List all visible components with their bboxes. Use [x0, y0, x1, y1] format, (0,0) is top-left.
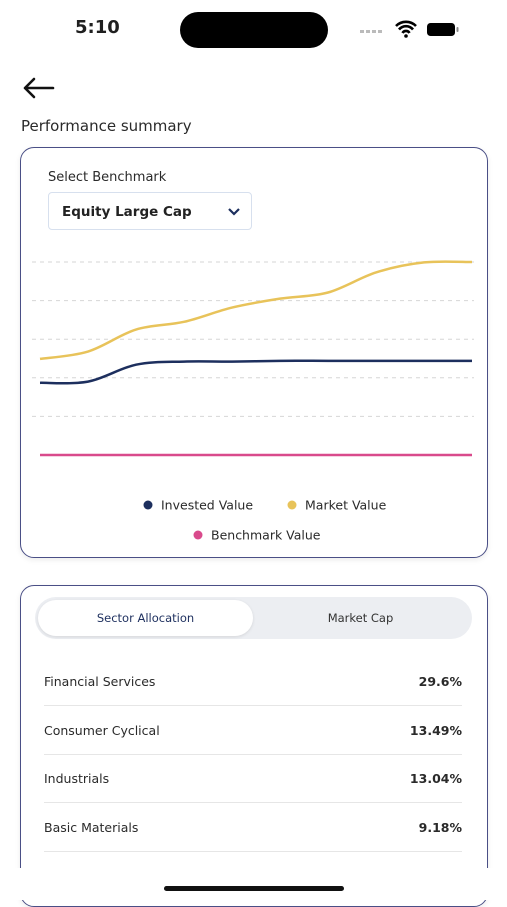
sector-name: Basic Materials — [44, 819, 139, 835]
sector-value: 13.04% — [409, 771, 462, 786]
status-time: 5:10 — [75, 17, 120, 38]
row-divider — [44, 802, 462, 803]
row-divider — [44, 850, 462, 852]
chevron — [228, 208, 240, 216]
status-icons — [360, 20, 459, 38]
dropdown-value: Equity Large Cap — [62, 204, 192, 220]
legend-label: Market Value — [305, 498, 387, 513]
series-line — [39, 359, 472, 385]
legend-label: Invested Value — [161, 498, 253, 513]
tab-active[interactable] — [38, 600, 253, 636]
series-line — [39, 260, 473, 361]
chart-card — [20, 147, 488, 558]
bottom-bar — [0, 868, 507, 900]
sector-value: 13.49% — [409, 722, 462, 738]
legend-marker — [143, 500, 153, 510]
row-divider — [44, 753, 462, 755]
table-row: Basic Materials 9.18% — [44, 794, 462, 852]
sector-value: 9.18% — [418, 819, 462, 835]
sector-value: 29.6% — [418, 674, 462, 689]
legend-label: Benchmark Value — [211, 528, 321, 543]
tab-label[interactable]: Sector Allocation — [96, 611, 195, 625]
legend-marker — [287, 500, 297, 510]
home-indicator — [164, 886, 344, 891]
table-row: Consumer Cyclical 13.49% — [44, 697, 462, 755]
table-row: Industrials 13.04% — [44, 745, 462, 803]
chart: Invested Value Market Value Benchmark Valu… — [32, 260, 474, 543]
benchmark-dropdown[interactable]: Equity Large Cap — [48, 192, 252, 230]
allocation-table: Financial Services 29.6% Consumer Cyclical… — [0, 640, 507, 868]
back-button[interactable] — [22, 76, 58, 100]
dynamic-island — [180, 12, 328, 48]
page-title: Performance summary — [21, 117, 192, 135]
sector-name: Financial Services — [44, 674, 156, 689]
row-divider — [44, 705, 462, 706]
sector-name: Consumer Cyclical — [44, 722, 160, 738]
legend-marker — [193, 530, 203, 540]
tab-label[interactable]: Market Cap — [327, 611, 394, 625]
benchmark-label: Select Benchmark — [48, 170, 167, 185]
sector-name: Industrials — [44, 771, 110, 786]
table-row: Technology7.8% — [44, 842, 462, 868]
table-row: Financial Services 29.6% — [44, 648, 462, 706]
